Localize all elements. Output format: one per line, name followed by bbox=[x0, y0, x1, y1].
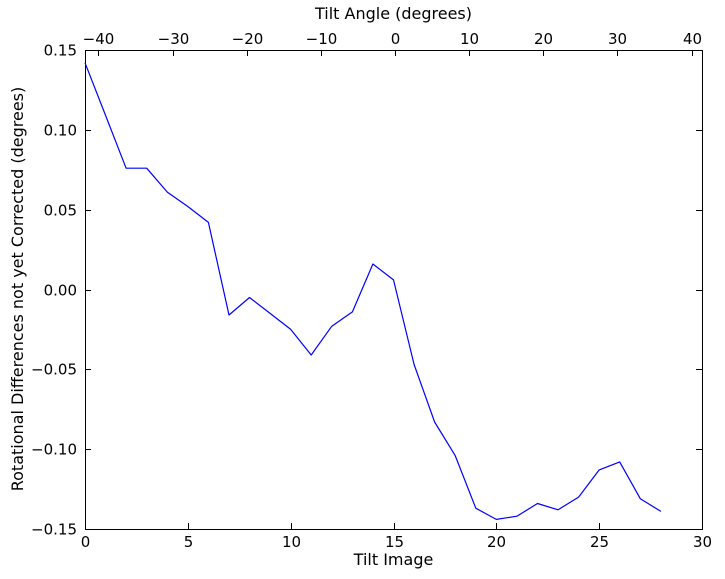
x-tick-label: 10 bbox=[282, 533, 301, 551]
top-tick-label: −40 bbox=[83, 30, 115, 48]
y-tick-label: 0.05 bbox=[44, 202, 77, 220]
y-tick-label: −0.10 bbox=[31, 441, 77, 459]
top-tick-label: 40 bbox=[683, 30, 702, 48]
y-tick-label: −0.05 bbox=[31, 361, 77, 379]
x-tick-label: 25 bbox=[590, 533, 609, 551]
y-tick-label: 0.15 bbox=[44, 42, 77, 60]
y-tick-label: 0.10 bbox=[44, 122, 77, 140]
data-line bbox=[84, 62, 662, 521]
x-tick-label: 20 bbox=[487, 533, 506, 551]
x-tick-label: 5 bbox=[184, 533, 194, 551]
top-tick-label: 30 bbox=[608, 30, 627, 48]
top-tick-label: 10 bbox=[460, 30, 479, 48]
top-axis-label: Tilt Angle (degrees) bbox=[314, 4, 473, 23]
x-tick-label: 30 bbox=[693, 533, 712, 551]
x-axis-label: Tilt Image bbox=[353, 550, 434, 569]
top-tick-label: −20 bbox=[232, 30, 264, 48]
top-tick-label: 20 bbox=[534, 30, 553, 48]
plot-border bbox=[85, 50, 703, 530]
top-tick-label: 0 bbox=[391, 30, 401, 48]
x-tick-label: 15 bbox=[385, 533, 404, 551]
y-tick-label: 0.00 bbox=[44, 282, 77, 300]
y-tick-label: −0.15 bbox=[31, 521, 77, 539]
x-tick-label: 0 bbox=[81, 533, 91, 551]
top-tick-label: −30 bbox=[158, 30, 190, 48]
top-tick-label: −10 bbox=[306, 30, 338, 48]
